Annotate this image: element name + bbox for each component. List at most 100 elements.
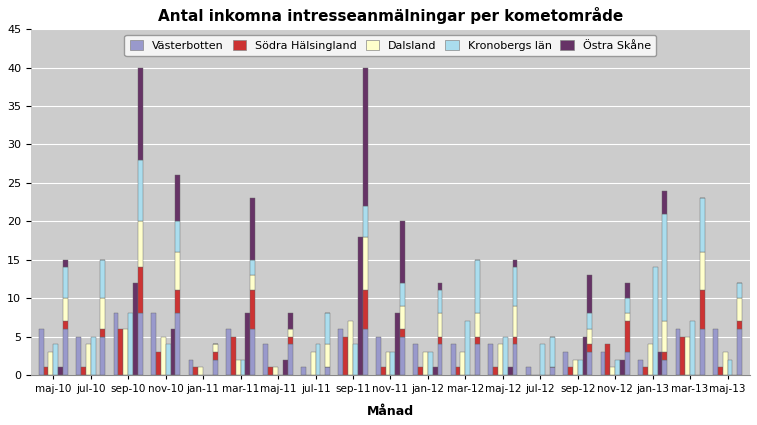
Bar xyxy=(263,344,268,375)
Bar xyxy=(438,344,443,375)
Bar xyxy=(675,329,681,375)
Bar xyxy=(540,344,545,375)
Bar xyxy=(241,360,245,375)
Bar xyxy=(450,344,456,375)
Bar xyxy=(700,252,705,290)
Bar xyxy=(151,314,156,375)
Bar xyxy=(251,198,255,260)
Bar xyxy=(418,367,423,375)
Bar xyxy=(251,260,255,275)
Bar xyxy=(348,321,353,375)
Bar xyxy=(438,283,443,290)
Bar xyxy=(662,360,667,375)
Bar xyxy=(563,352,568,375)
Bar xyxy=(587,314,592,329)
Bar xyxy=(685,337,690,375)
Bar xyxy=(338,329,343,375)
Bar xyxy=(433,367,438,375)
Bar xyxy=(587,275,592,314)
Bar xyxy=(615,360,620,375)
Bar xyxy=(133,283,138,375)
Bar xyxy=(475,260,480,314)
Bar xyxy=(625,352,630,375)
Bar xyxy=(213,344,218,352)
Bar xyxy=(283,360,288,375)
Bar xyxy=(343,337,348,375)
Bar xyxy=(176,221,180,252)
Bar xyxy=(166,344,170,375)
Bar xyxy=(170,329,176,375)
Bar xyxy=(301,367,306,375)
Bar xyxy=(363,237,368,290)
Title: Antal inkomna intresseanmälningar per kometområde: Antal inkomna intresseanmälningar per ko… xyxy=(157,7,623,24)
Bar xyxy=(48,352,53,375)
Bar xyxy=(578,360,583,375)
Bar xyxy=(44,367,48,375)
Bar xyxy=(160,337,166,375)
Bar xyxy=(662,352,667,360)
Bar xyxy=(460,352,466,375)
Bar xyxy=(466,321,470,375)
Bar xyxy=(288,337,293,344)
Bar xyxy=(213,360,218,375)
Bar xyxy=(58,367,63,375)
Legend: Västerbotten, Södra Hälsingland, Dalsland, Kronobergs län, Östra Skåne: Västerbotten, Södra Hälsingland, Dalslan… xyxy=(124,35,656,57)
Bar xyxy=(176,314,180,375)
Bar xyxy=(391,352,395,375)
Bar xyxy=(381,367,385,375)
Bar xyxy=(573,360,578,375)
Bar xyxy=(53,344,58,375)
Bar xyxy=(638,360,643,375)
Bar xyxy=(63,267,68,298)
Bar xyxy=(39,329,44,375)
Bar xyxy=(658,352,662,375)
Bar xyxy=(503,337,508,375)
Bar xyxy=(423,352,428,375)
Bar xyxy=(188,360,193,375)
Bar xyxy=(138,160,143,221)
Bar xyxy=(395,314,400,375)
Bar xyxy=(600,352,606,375)
Bar xyxy=(648,344,653,375)
Bar xyxy=(176,252,180,290)
Bar xyxy=(700,329,705,375)
Bar xyxy=(251,329,255,375)
Bar xyxy=(727,360,733,375)
Bar xyxy=(700,290,705,329)
Bar xyxy=(413,344,418,375)
Bar xyxy=(138,68,143,160)
Bar xyxy=(400,329,405,337)
Bar xyxy=(251,290,255,329)
Bar xyxy=(375,337,381,375)
Bar xyxy=(326,344,330,367)
Bar xyxy=(363,290,368,329)
Bar xyxy=(493,367,498,375)
Bar xyxy=(438,337,443,344)
Bar xyxy=(198,367,203,375)
Bar xyxy=(475,314,480,337)
Bar xyxy=(101,298,105,329)
Bar xyxy=(123,329,128,375)
Bar xyxy=(63,321,68,329)
Bar xyxy=(316,344,320,375)
Bar xyxy=(625,321,630,352)
Bar xyxy=(662,214,667,321)
Bar xyxy=(114,314,118,375)
Bar xyxy=(606,344,610,375)
Bar xyxy=(400,283,405,306)
Bar xyxy=(587,329,592,344)
Bar xyxy=(86,344,91,375)
Bar xyxy=(101,329,105,337)
Bar xyxy=(288,344,293,375)
Bar xyxy=(400,337,405,375)
Bar xyxy=(101,260,105,298)
Bar xyxy=(456,367,460,375)
Bar xyxy=(662,321,667,352)
Bar xyxy=(737,321,742,329)
Bar xyxy=(700,198,705,252)
Bar xyxy=(662,190,667,214)
Bar xyxy=(268,367,273,375)
Bar xyxy=(63,260,68,267)
Bar xyxy=(620,360,625,375)
Bar xyxy=(643,367,648,375)
